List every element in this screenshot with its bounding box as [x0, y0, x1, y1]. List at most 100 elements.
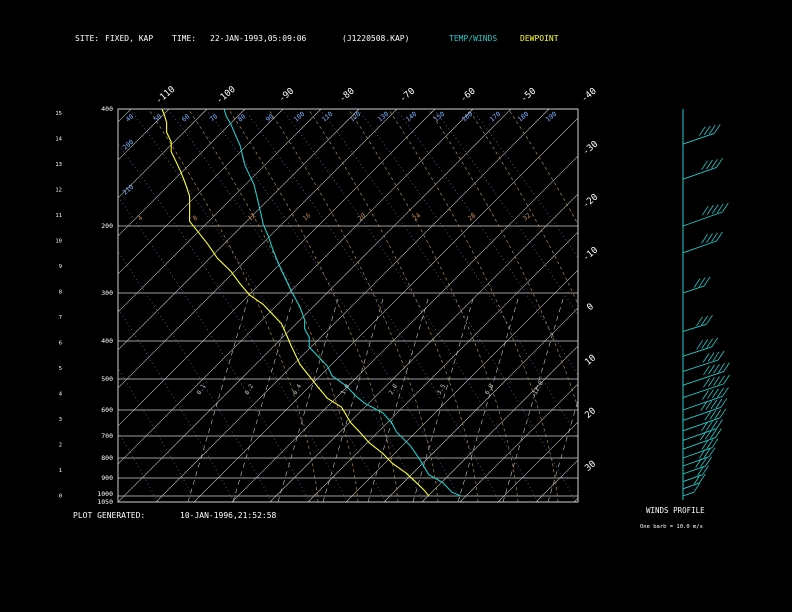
wind-barb-flag — [701, 315, 708, 326]
wind-barb-flag — [698, 126, 706, 136]
isotherm-line — [307, 231, 578, 502]
plot-generated-label: PLOT GENERATED: — [73, 511, 145, 520]
isotherm-line — [155, 109, 550, 502]
height-tick-label: 12 — [55, 188, 62, 194]
right-temp-label: -20 — [581, 192, 600, 210]
moist-adiabat-label: 24 — [411, 211, 422, 222]
isotherm-line — [118, 109, 246, 237]
moist-adiabat-line — [228, 109, 399, 502]
moist-adiabat-label: 32 — [521, 211, 532, 222]
legend-temp: TEMP/WINDS — [449, 34, 497, 43]
wind-barb-flag — [703, 125, 711, 136]
wind-barb-shaft — [682, 417, 721, 432]
mixing-ratio-label: 3.5 — [436, 383, 448, 396]
wind-barb-flag — [708, 447, 716, 457]
height-tick-label: 3 — [59, 417, 62, 423]
height-tick-label: 10 — [55, 239, 62, 245]
legend-dewpoint: DEWPOINT — [520, 34, 559, 43]
mixing-ratio-line — [412, 298, 474, 502]
wind-barb-flag — [715, 428, 722, 438]
dry-adiabat-label: 150 — [432, 110, 446, 124]
dry-adiabat-label: 160 — [460, 110, 474, 124]
wind-barb-flag — [713, 376, 720, 386]
wind-barb-flag — [702, 390, 709, 400]
wind-barb-shaft — [682, 482, 700, 490]
axis-labels: 4002003004005006007008009001000105015141… — [55, 85, 600, 506]
mixing-ratio-label: 6.0 — [484, 383, 496, 396]
height-tick-label: 1 — [59, 468, 62, 474]
pressure-tick-label: 500 — [101, 375, 113, 383]
wind-barb-shaft — [682, 285, 705, 294]
wind-barb-flag — [711, 204, 719, 214]
dry-adiabat-label: 130 — [376, 110, 390, 124]
wind-barb-flag — [706, 205, 714, 215]
height-tick-label: 2 — [59, 443, 62, 449]
moist-adiabat-line — [188, 109, 359, 502]
mixing-ratio-label: 1.0 — [340, 383, 352, 396]
dry-adiabat-line — [129, 109, 387, 502]
top-temp-label: -60 — [459, 86, 478, 104]
isotherm-line — [118, 109, 208, 199]
dry-adiabat-line — [471, 109, 578, 259]
pressure-tick-label: 400 — [101, 105, 113, 113]
isotherm-line — [650, 109, 792, 502]
dry-adiabat-line — [281, 109, 539, 502]
wind-barb-flag — [701, 234, 708, 244]
wind-barb-flag — [697, 466, 704, 476]
wind-barb-flag — [703, 365, 710, 376]
mixing-ratio-line — [367, 298, 429, 502]
isotherm-line — [535, 459, 578, 502]
wind-barb-flag — [711, 158, 718, 169]
wind-barb-flag — [701, 339, 709, 349]
wind-barb-shaft — [682, 437, 716, 450]
isotherm-line — [383, 307, 578, 502]
wind-barb-flag — [703, 276, 711, 287]
dry-adiabat-label: 40 — [124, 112, 135, 123]
top-temp-label: -70 — [398, 86, 417, 104]
height-tick-label: 7 — [59, 315, 62, 321]
wind-barb-flag — [706, 314, 713, 325]
mixing-ratio-label: 12.0 — [532, 380, 545, 396]
wind-barb-shaft — [682, 447, 713, 459]
wind-barb-flag — [717, 387, 724, 398]
wind-barb-flag — [701, 205, 709, 216]
moist-adiabat-line — [348, 109, 519, 502]
wind-barb-flag — [700, 457, 707, 467]
dry-adiabat-label: 200 — [121, 138, 135, 152]
wind-barb-shaft — [682, 428, 717, 441]
isotherm-line — [421, 345, 578, 502]
temperature-line — [223, 109, 462, 497]
moist-adiabat-line — [428, 109, 578, 410]
moist-adiabat-label: 16 — [301, 211, 312, 222]
mixing-ratio-label: 2.0 — [388, 383, 400, 396]
wind-barb-shaft — [682, 346, 712, 357]
mixing-ratio-line — [322, 298, 384, 502]
dewpoint-line — [161, 109, 430, 497]
sounding-series — [161, 109, 462, 497]
height-tick-label: 13 — [55, 162, 62, 168]
wind-barb-flag — [702, 353, 710, 363]
wind-barb-flag — [706, 420, 713, 431]
wind-barb-flag — [698, 473, 706, 484]
right-temp-label: 30 — [583, 459, 598, 474]
wind-barb-flag — [698, 277, 706, 287]
wind-barb-flag — [716, 419, 723, 429]
right-temp-label: -30 — [581, 139, 600, 157]
site-label: SITE: — [75, 34, 99, 43]
wind-barb-flag — [713, 363, 720, 374]
wind-barb-flag — [705, 400, 713, 410]
top-temp-label: -40 — [580, 86, 599, 104]
dry-adiabat-line — [357, 109, 578, 440]
dry-adiabat-line — [395, 109, 578, 376]
wind-barb-flag — [720, 398, 728, 408]
wind-barb-flag — [706, 159, 713, 170]
moist-adiabat-line — [388, 109, 559, 502]
wind-barb-flag — [711, 438, 719, 448]
height-tick-label: 8 — [59, 290, 62, 296]
pressure-tick-label: 700 — [101, 432, 113, 440]
dry-adiabat-line — [433, 109, 578, 316]
isotherm-line — [118, 109, 474, 465]
wind-barb-flag — [714, 409, 722, 419]
wind-barb-flag — [700, 401, 708, 411]
isotherm-line — [118, 109, 322, 313]
